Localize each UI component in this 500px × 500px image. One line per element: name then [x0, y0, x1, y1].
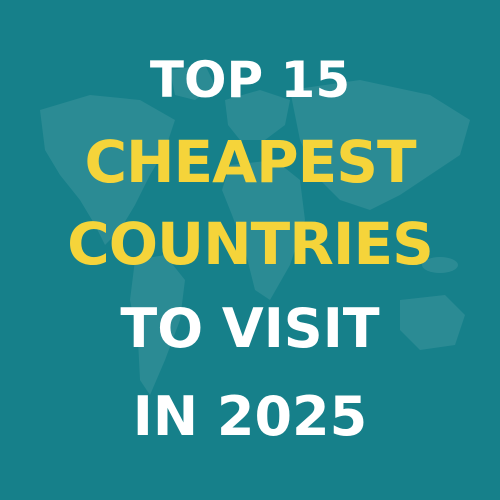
map-south-america	[130, 255, 185, 395]
map-australia	[400, 295, 465, 350]
map-africa	[222, 160, 305, 300]
headline-cheapest: CHEAPEST	[84, 128, 416, 196]
headline-in-2025: IN 2025	[132, 385, 368, 448]
map-islands	[422, 257, 458, 273]
map-north-america	[40, 95, 175, 245]
map-greenland	[170, 65, 215, 100]
map-europe	[225, 90, 290, 140]
map-asia	[290, 80, 470, 210]
headline-countries: COUNTRIES	[67, 210, 434, 278]
headline-to-visit: TO VISIT	[120, 297, 380, 360]
headline-top-15: TOP 15	[149, 51, 351, 109]
